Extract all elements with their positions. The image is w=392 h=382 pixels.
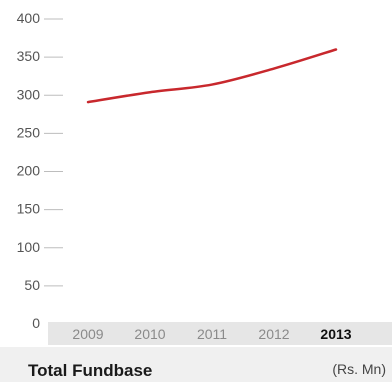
y-axis: 0 50 100 150 200 250 300 350 400 xyxy=(17,10,63,331)
x-tick-label: 2013 xyxy=(320,326,351,342)
chart-unit: (Rs. Mn) xyxy=(332,361,386,377)
y-tick-label: 150 xyxy=(17,201,41,217)
chart-footer: Total Fundbase (Rs. Mn) xyxy=(0,347,392,382)
y-tick-label: 350 xyxy=(17,48,41,64)
y-tick-label: 100 xyxy=(17,239,41,255)
y-tick-label: 250 xyxy=(17,124,41,140)
x-tick-label: 2011 xyxy=(197,326,227,342)
series-group xyxy=(86,48,338,104)
x-axis: 2009 2010 2011 2012 2013 xyxy=(72,326,351,342)
y-tick-label: 50 xyxy=(24,277,40,293)
x-axis-band xyxy=(48,322,392,345)
y-tick-label: 400 xyxy=(17,10,41,26)
x-tick-label: 2009 xyxy=(72,326,103,342)
chart-title: Total Fundbase xyxy=(28,361,153,380)
y-tick-label: 0 xyxy=(32,315,40,331)
fundbase-line-chart: 0 50 100 150 200 250 300 350 400 2009 2010 2011 201… xyxy=(17,10,392,345)
y-tick-label: 300 xyxy=(17,86,41,102)
x-tick-label: 2010 xyxy=(134,326,165,342)
y-tick-label: 200 xyxy=(17,163,41,179)
x-tick-label: 2012 xyxy=(258,326,289,342)
series-line xyxy=(86,48,338,104)
